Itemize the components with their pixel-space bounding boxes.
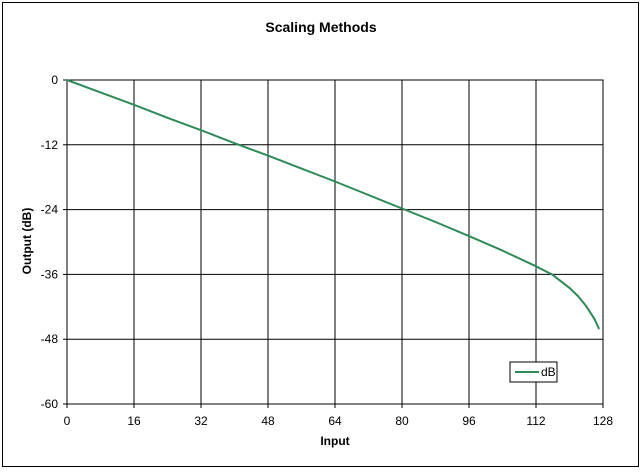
data-point: [66, 79, 68, 81]
data-point: [535, 265, 537, 268]
x-tick-label: 16: [127, 414, 141, 428]
x-tick-label: 112: [526, 414, 545, 428]
data-point: [585, 305, 588, 308]
legend-label: dB: [541, 365, 556, 379]
x-tick-label: 96: [462, 414, 476, 428]
data-point: [401, 207, 403, 210]
data-point: [551, 273, 554, 276]
data-point: [133, 103, 135, 106]
y-axis-label: Output (dB): [20, 208, 34, 275]
y-tick-label: 0: [51, 73, 58, 87]
y-tick-label: -12: [41, 138, 59, 152]
x-tick-label: 0: [64, 414, 71, 428]
data-point: [501, 249, 504, 252]
x-axis-ticks: 0 16 32 48 64 80 96 112 128: [64, 404, 613, 428]
data-point: [434, 221, 437, 223]
data-point: [597, 327, 600, 330]
data-point: [593, 318, 596, 321]
chart-title: Scaling Methods: [265, 19, 376, 35]
x-axis-label: Input: [320, 434, 349, 448]
data-point: [334, 180, 336, 183]
series-layer: [66, 79, 600, 330]
data-point: [166, 116, 169, 119]
data-point: [367, 194, 370, 196]
y-tick-label: -24: [41, 203, 59, 217]
x-tick-label: 80: [395, 414, 409, 428]
x-tick-label: 128: [593, 414, 613, 428]
y-tick-label: -36: [41, 267, 59, 281]
data-point: [468, 235, 470, 238]
data-point: [233, 142, 236, 145]
y-tick-label: -48: [41, 332, 59, 346]
data-point: [99, 91, 102, 94]
y-axis-ticks: 0 -12 -24 -36 -48 -60: [41, 73, 67, 411]
data-point: [200, 129, 202, 132]
grid-lines: [66, 79, 604, 405]
data-point: [576, 295, 579, 297]
legend: dB: [509, 361, 558, 383]
x-tick-label: 32: [194, 414, 208, 428]
data-point: [300, 167, 303, 170]
y-tick-label: -60: [41, 397, 59, 411]
data-point: [267, 154, 269, 157]
data-point: [568, 286, 571, 289]
x-tick-label: 48: [261, 414, 275, 428]
x-tick-label: 64: [328, 414, 342, 428]
